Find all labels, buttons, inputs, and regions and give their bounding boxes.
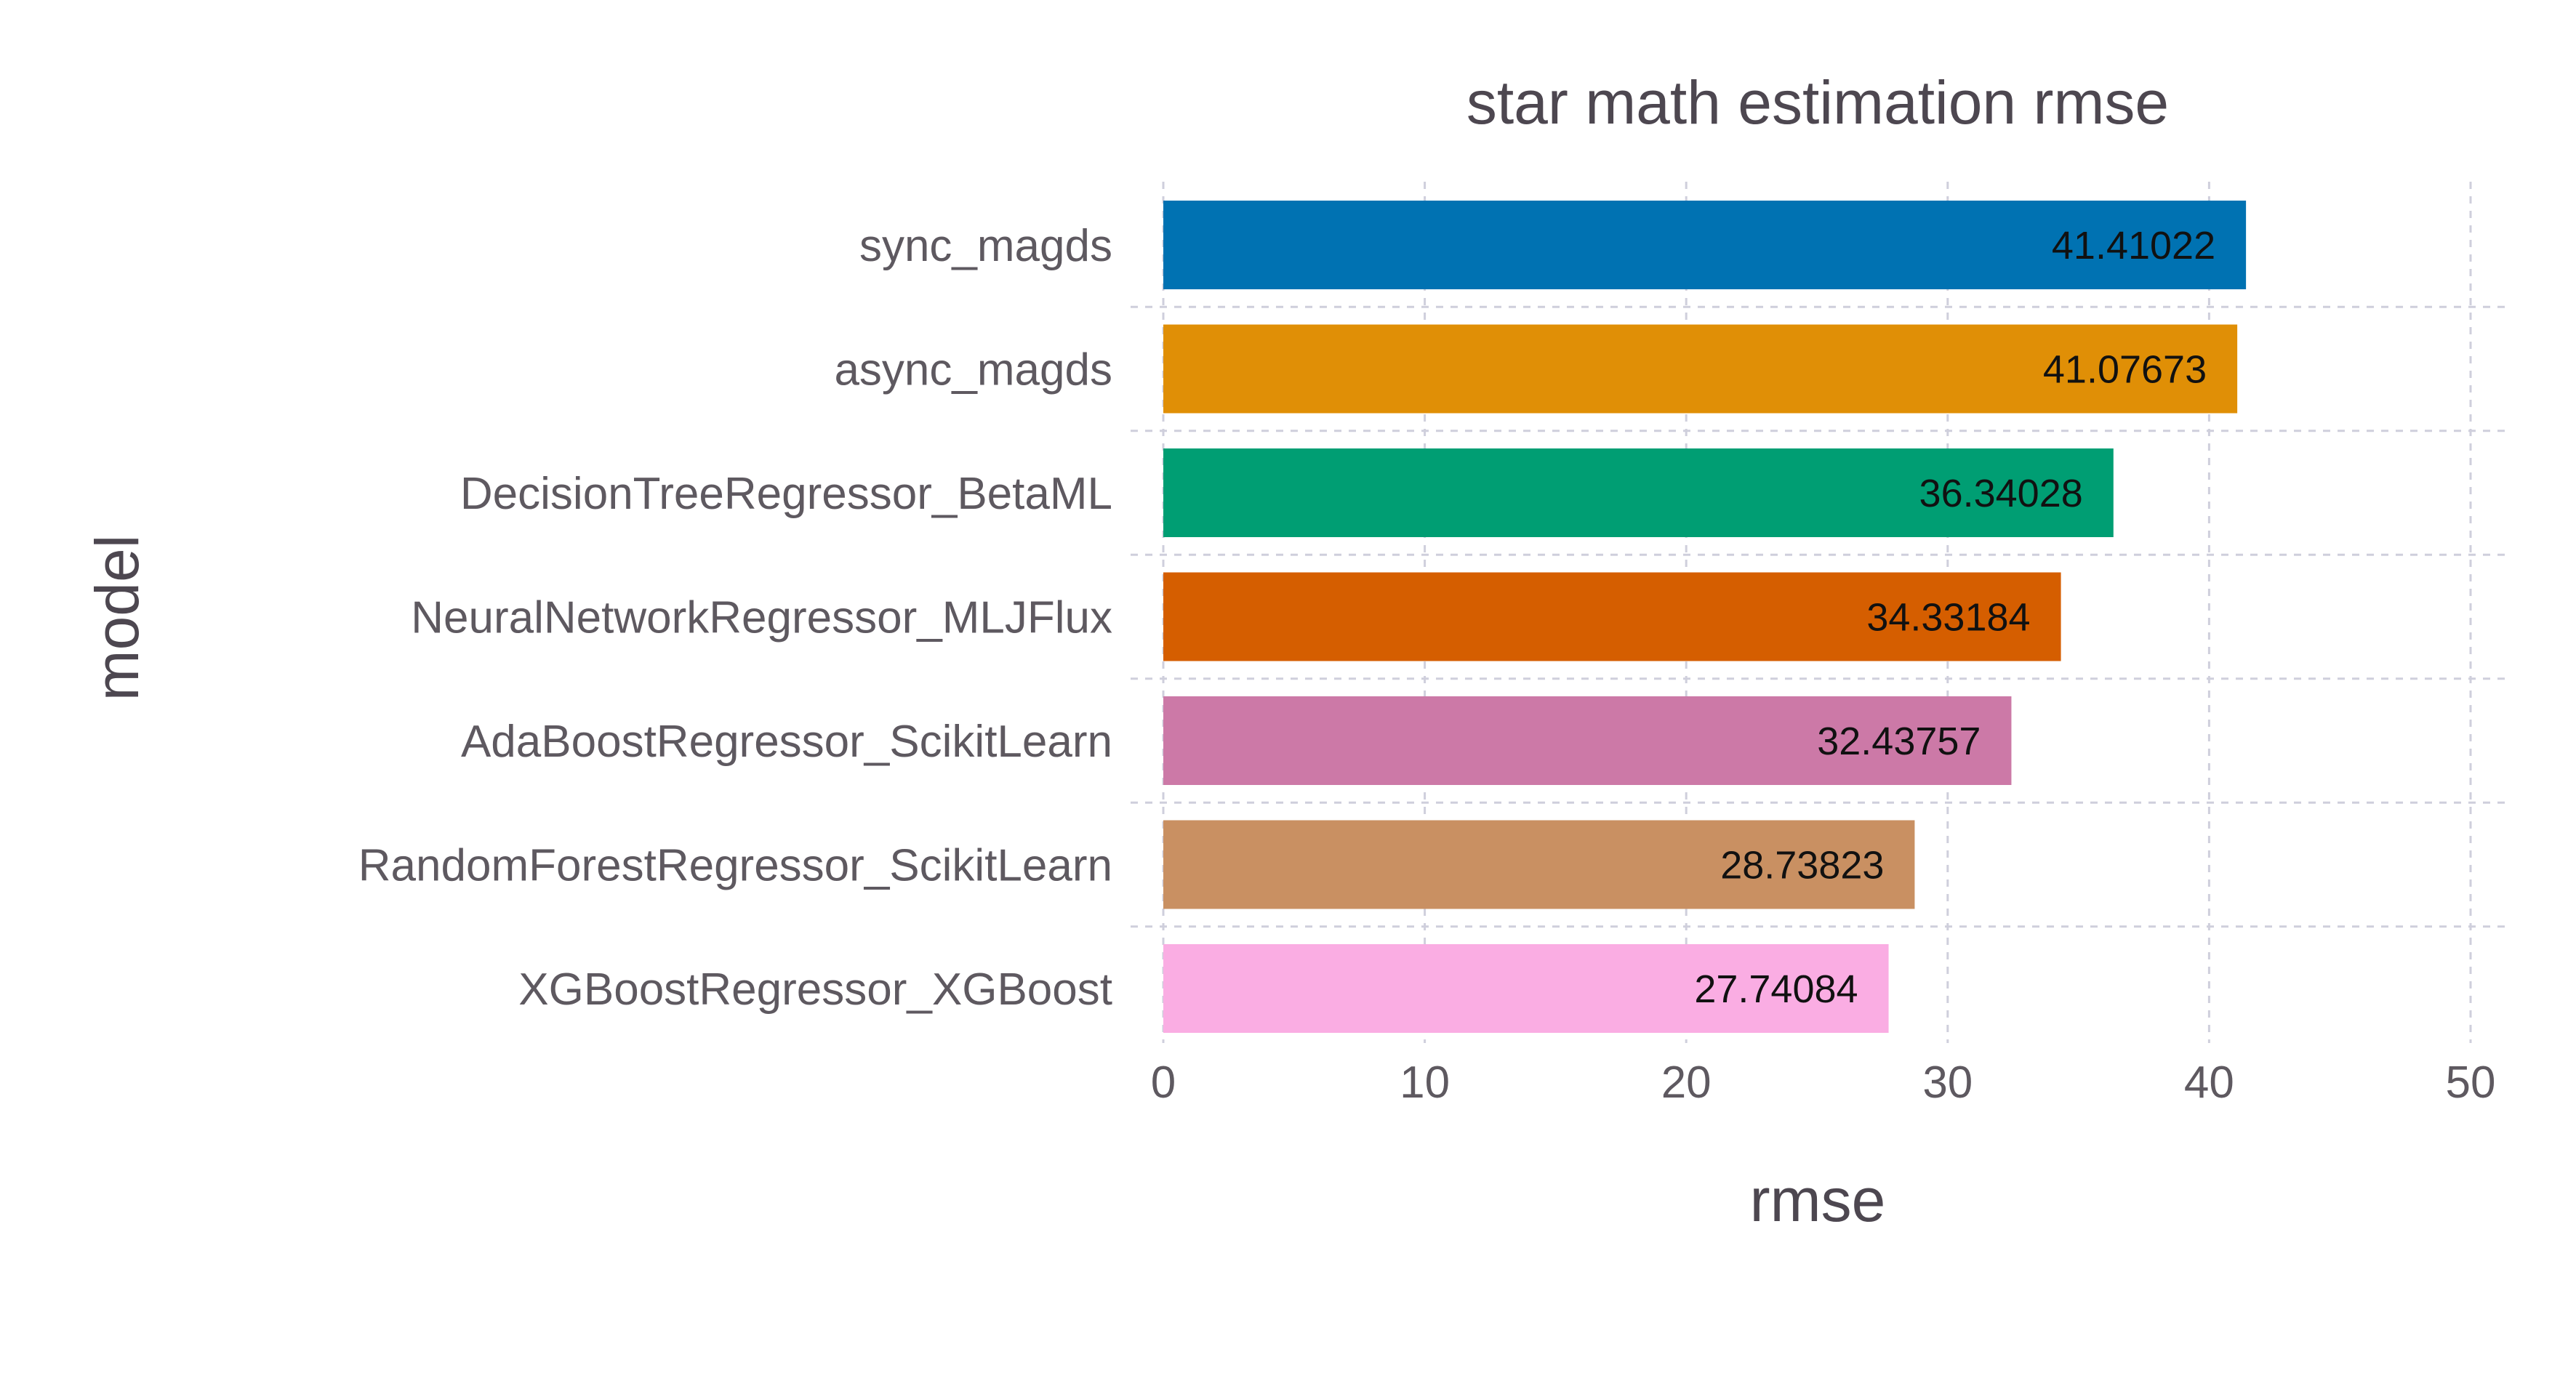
chart-title: star math estimation rmse (1466, 68, 2169, 137)
data-label: 32.43757 (1817, 720, 1981, 763)
label-layer: 0 10 20 30 40 50 sync_magds 41.41022 async_magds… (358, 221, 2496, 1108)
bar (1163, 696, 2012, 785)
category-label: sync_magds (859, 221, 1112, 271)
category-label: DecisionTreeRegressor_BetaML (460, 469, 1112, 519)
data-label: 27.74084 (1694, 967, 1858, 1011)
y-axis-title: model (83, 535, 151, 701)
x-tick-label: 40 (2184, 1058, 2234, 1108)
data-label: 36.34028 (1919, 472, 2083, 515)
data-label: 41.41022 (2052, 224, 2215, 267)
x-tick-label: 10 (1400, 1058, 1450, 1108)
bar (1163, 820, 1915, 909)
x-tick-label: 50 (2446, 1058, 2496, 1108)
category-label: RandomForestRegressor_ScikitLearn (358, 841, 1112, 891)
bar (1163, 448, 2114, 537)
data-label: 34.33184 (1866, 596, 2030, 640)
x-tick-label: 20 (1661, 1058, 1712, 1108)
x-axis-title: rmse (1750, 1166, 1886, 1234)
bar-layer (1163, 201, 2247, 1033)
category-label: XGBoostRegressor_XGBoost (518, 965, 1112, 1015)
x-tick-label: 30 (1922, 1058, 1973, 1108)
bar (1163, 944, 1889, 1033)
bar (1163, 572, 2061, 661)
data-label: 28.73823 (1720, 844, 1884, 887)
category-label: async_magds (834, 345, 1112, 395)
category-label: NeuralNetworkRegressor_MLJFlux (411, 593, 1112, 643)
category-label: AdaBoostRegressor_ScikitLearn (461, 717, 1112, 767)
x-tick-label: 0 (1151, 1058, 1176, 1108)
bar (1163, 201, 2247, 289)
bar (1163, 324, 2238, 414)
data-label: 41.07673 (2043, 348, 2207, 392)
